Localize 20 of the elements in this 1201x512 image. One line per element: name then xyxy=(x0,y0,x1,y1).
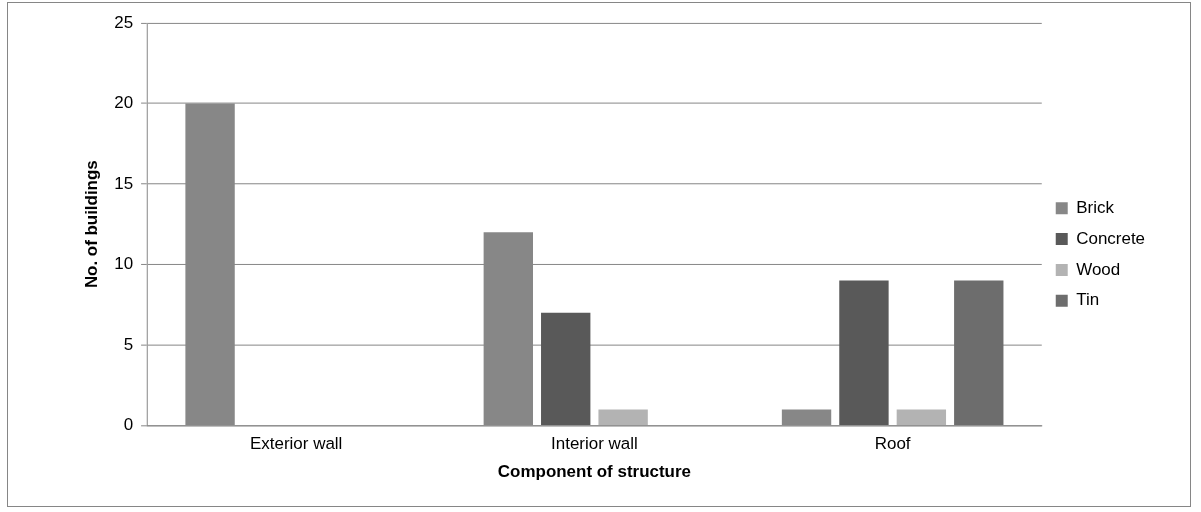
legend-label: Concrete xyxy=(1076,228,1146,248)
x-tick-label: Exterior wall xyxy=(250,434,343,454)
bar xyxy=(541,312,591,426)
x-tick-label: Roof xyxy=(874,434,911,454)
y-axis-title: No. of buildings xyxy=(81,160,101,289)
y-tick-label: 0 xyxy=(123,415,134,435)
y-tick-label: 15 xyxy=(114,173,134,193)
y-tick-label: 20 xyxy=(114,93,134,113)
x-axis-title: Component of structure xyxy=(497,461,691,481)
x-tick-label: Interior wall xyxy=(551,434,638,454)
bar xyxy=(598,409,648,426)
bar xyxy=(839,280,889,426)
bar xyxy=(954,280,1004,426)
bar xyxy=(896,409,947,426)
legend-label: Tin xyxy=(1076,290,1100,310)
y-tick-label: 25 xyxy=(114,12,134,32)
legend-label: Wood xyxy=(1076,259,1121,279)
y-tick-label: 10 xyxy=(114,254,134,274)
y-tick-label: 5 xyxy=(123,334,134,354)
legend-label: Brick xyxy=(1076,197,1115,217)
